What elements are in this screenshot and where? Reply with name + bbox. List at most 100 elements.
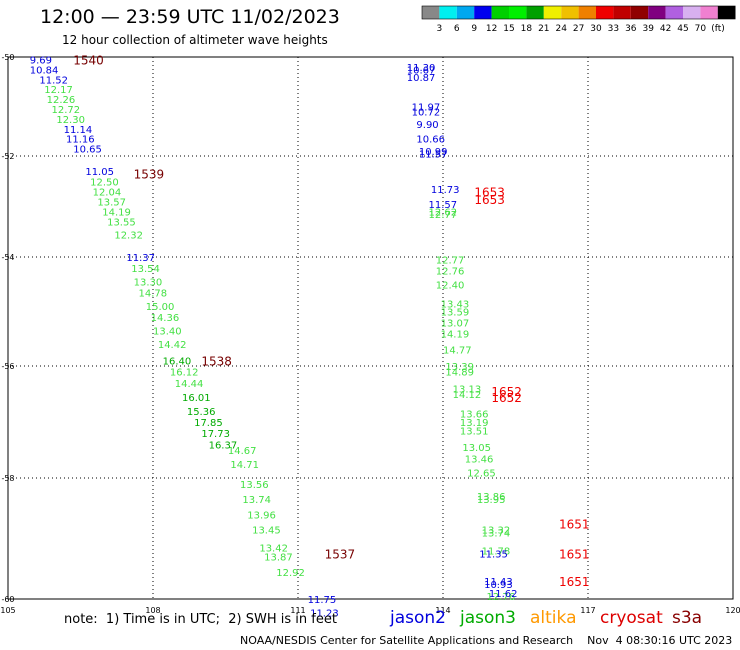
y-tick-label: -60 <box>1 595 14 604</box>
wave-height-label: 11.73 <box>431 185 460 196</box>
credit-line: NOAA/NESDIS Center for Satellite Applica… <box>240 634 733 647</box>
wave-height-label: 11.75 <box>308 595 337 606</box>
wave-height-label: 12.32 <box>114 230 143 241</box>
wave-height-label: 12.26 <box>47 95 76 106</box>
x-tick-label: 108 <box>145 606 160 615</box>
wave-height-label: 12.04 <box>93 187 122 198</box>
track-number-label: 1651 <box>559 517 590 531</box>
wave-height-label: 10.66 <box>416 135 445 146</box>
legend-item-jason3: jason3 <box>460 608 516 628</box>
colorbar-label: 42 <box>660 24 671 34</box>
legend-item-altika: altika <box>530 608 577 628</box>
x-tick-label: 120 <box>725 606 740 615</box>
wave-height-label: 13.96 <box>247 510 276 521</box>
y-tick-label: -58 <box>1 474 14 483</box>
wave-height-label: 12.77 <box>429 210 458 221</box>
wave-height-label: 10.72 <box>412 107 441 118</box>
colorbar-swatch <box>526 6 544 19</box>
wave-height-label: 10.99 <box>419 147 448 158</box>
page-subtitle: 12 hour collection of altimeter wave hei… <box>62 33 328 47</box>
wave-height-label: 12.76 <box>487 592 516 603</box>
wave-height-label: 13.30 <box>134 278 163 289</box>
colorbar-label: 45 <box>677 24 688 34</box>
wave-height-label: 13.86 <box>477 492 506 503</box>
footer-note: note: 1) Time is in UTC; 2) SWH is in fe… <box>64 612 337 627</box>
colorbar-swatch <box>717 6 736 19</box>
wave-height-label: 10.84 <box>30 65 59 76</box>
track-number-label: 1652 <box>491 391 522 405</box>
wave-height-label: 17.85 <box>194 418 223 429</box>
plot-frame <box>7 56 734 600</box>
colorbar-label: 3 <box>437 24 443 34</box>
wave-height-label: 16.40 <box>163 357 192 368</box>
track-number-label: 1653 <box>474 185 505 199</box>
wave-height-label: 16.37 <box>209 440 238 451</box>
wave-height-label: 14.78 <box>139 288 168 299</box>
wave-height-label: 13.40 <box>153 327 182 338</box>
colorbar-label: 30 <box>590 24 602 34</box>
legend-item-cryosat: cryosat <box>600 608 663 628</box>
wave-height-label: 11.43 <box>484 577 513 588</box>
page-title: 12:00 — 23:59 UTC 11/02/2023 <box>40 6 340 28</box>
wave-height-label: 14.19 <box>441 329 470 340</box>
y-tick-label: -54 <box>1 253 14 262</box>
wave-height-label: 14.67 <box>228 446 257 457</box>
colorbar-swatch <box>509 6 527 19</box>
wave-height-label: 9.69 <box>30 55 52 66</box>
colorbar-label: 36 <box>625 24 637 34</box>
colorbar-label: 70 <box>695 24 707 34</box>
track-number-label: 1651 <box>559 575 590 589</box>
y-tick-label: -50 <box>1 53 14 62</box>
wave-height-label: 10.93 <box>484 580 513 591</box>
wave-height-label: 13.95 <box>477 495 506 506</box>
colorbar-label: 21 <box>538 24 549 34</box>
wave-height-label: 11.16 <box>66 135 95 146</box>
wave-height-label: 14.44 <box>175 379 204 390</box>
wave-height-label: 13.56 <box>240 480 269 491</box>
colorbar-swatch <box>665 6 683 19</box>
track-number-label: 1539 <box>134 168 165 182</box>
wave-height-label: 11.23 <box>310 609 339 620</box>
wave-height-label: 11.78 <box>482 547 511 558</box>
colorbar-label: 9 <box>471 24 477 34</box>
wave-height-label: 11.30 <box>407 63 436 74</box>
wave-height-label: 13.55 <box>107 218 136 229</box>
track-number-label: 1651 <box>559 548 590 562</box>
wave-height-label: 11.57 <box>429 200 458 211</box>
wave-height-label: 9.90 <box>416 120 438 131</box>
track-number-label: 1537 <box>325 548 356 562</box>
colorbar-label: 33 <box>608 24 619 34</box>
wave-height-label: 12.72 <box>52 105 81 116</box>
x-tick-label: 114 <box>435 606 450 615</box>
y-tick-label: -52 <box>1 152 14 161</box>
wave-height-label: 12.76 <box>436 267 465 278</box>
wave-height-label: 13.74 <box>242 495 271 506</box>
wave-height-label: 16.01 <box>182 393 211 404</box>
wave-height-label: 12.40 <box>436 280 465 291</box>
colorbar-swatch <box>683 6 701 19</box>
colorbar-swatch <box>439 6 457 19</box>
wave-height-label: 13.54 <box>131 264 160 275</box>
wave-height-label: 13.57 <box>97 197 126 208</box>
colorbar-swatch <box>474 6 492 19</box>
wave-height-label: 10.87 <box>407 73 436 84</box>
wave-height-label: 15.36 <box>187 407 216 418</box>
colorbar-swatch <box>596 6 614 19</box>
wave-height-label: 13.42 <box>259 544 288 555</box>
wave-height-label: 12.17 <box>44 85 73 96</box>
wave-height-label: 14.19 <box>102 208 131 219</box>
wave-height-label: 12.30 <box>56 115 85 126</box>
track-number-label: 1540 <box>73 53 104 67</box>
colorbar-label: 39 <box>642 24 654 34</box>
wave-height-label: 15.00 <box>146 302 175 313</box>
wave-height-label: 12.62 <box>429 208 458 219</box>
colorbar-label: 27 <box>573 24 584 34</box>
track-number-label: 1538 <box>201 355 232 369</box>
colorbar-swatch <box>630 6 649 19</box>
legend-item-s3a: s3a <box>672 608 703 628</box>
colorbar-swatch <box>700 6 718 19</box>
wave-height-label: 11.97 <box>412 103 441 114</box>
wave-height-label: 12.65 <box>467 468 496 479</box>
colorbar-swatch <box>561 6 579 19</box>
track-number-label: 1652 <box>491 385 522 399</box>
